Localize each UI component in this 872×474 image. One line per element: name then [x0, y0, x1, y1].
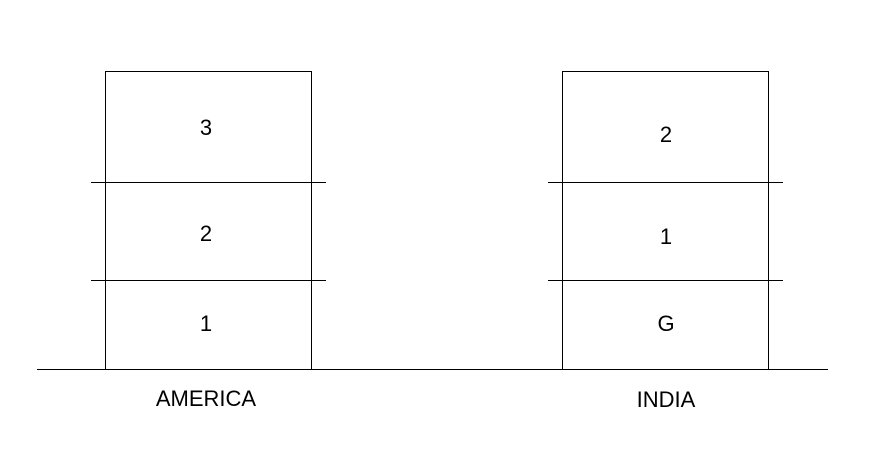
building-india-floor-middle: 1 — [660, 224, 672, 249]
building-india-caption: INDIA — [637, 387, 696, 412]
building-india-outline — [562, 71, 769, 370]
building-america-outline — [105, 71, 312, 370]
building-india: 2 1 G INDIA — [548, 71, 783, 412]
building-america-floor-middle: 2 — [200, 221, 212, 246]
building-india-floor-top: 2 — [660, 122, 672, 147]
building-america-caption: AMERICA — [156, 386, 257, 411]
building-america-floor-bottom: 1 — [200, 311, 212, 336]
building-america-floor-top: 3 — [200, 115, 212, 140]
building-india-floor-bottom: G — [657, 311, 674, 336]
building-america: 3 2 1 AMERICA — [91, 71, 326, 411]
